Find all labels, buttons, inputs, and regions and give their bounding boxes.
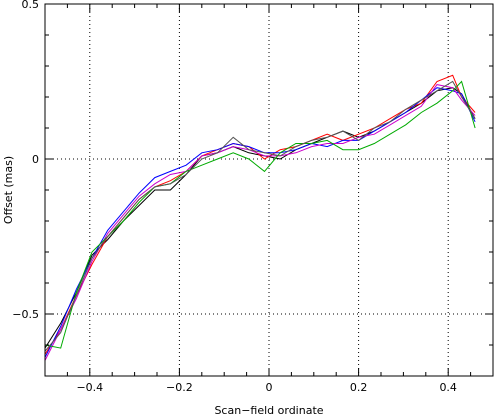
x-tick-label: −0.2 bbox=[166, 381, 193, 394]
series-line-2 bbox=[45, 74, 476, 355]
x-tick-label: 0 bbox=[266, 381, 273, 394]
x-tick-label: 0.4 bbox=[439, 381, 457, 394]
series-line-4 bbox=[45, 84, 476, 361]
x-tick-label: 0.2 bbox=[350, 381, 368, 394]
series-line-5 bbox=[45, 80, 476, 349]
series-line-1 bbox=[45, 87, 476, 349]
grid-lines bbox=[45, 3, 493, 376]
series-line-3 bbox=[45, 87, 476, 358]
series-lines bbox=[45, 74, 476, 361]
axis-ticks: −0.4 −0.2 0 0.2 0.4 −0.5 0 0.5 bbox=[12, 0, 494, 394]
y-axis-label: Offset (mas) bbox=[2, 156, 15, 224]
y-tick-label: 0 bbox=[32, 153, 39, 166]
series-line-6 bbox=[45, 80, 476, 352]
x-axis-label: Scan−field ordinate bbox=[214, 404, 323, 417]
y-tick-label: −0.5 bbox=[12, 308, 39, 321]
x-tick-label: −0.4 bbox=[76, 381, 103, 394]
y-tick-label: 0.5 bbox=[22, 0, 40, 11]
